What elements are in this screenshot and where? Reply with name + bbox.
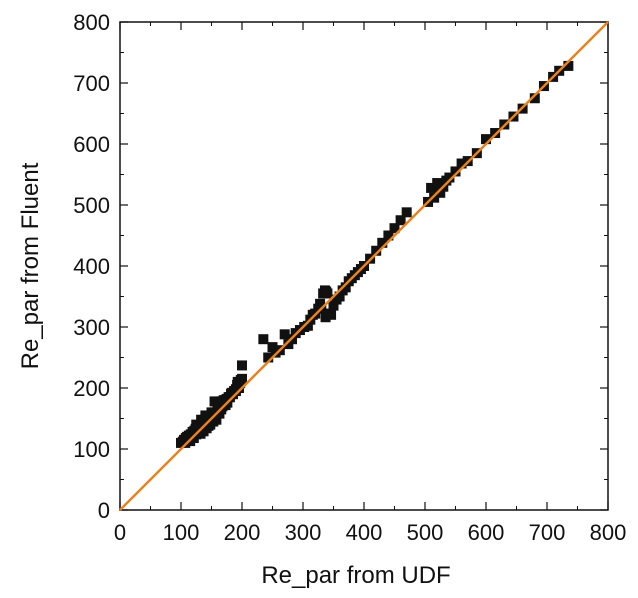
data-point bbox=[563, 60, 574, 71]
y-tick-label: 500 bbox=[73, 193, 110, 218]
y-tick-label: 0 bbox=[98, 498, 110, 523]
data-point bbox=[326, 309, 337, 320]
data-point bbox=[432, 178, 443, 189]
data-point bbox=[302, 320, 313, 331]
data-point bbox=[267, 342, 278, 353]
data-point bbox=[211, 414, 222, 425]
data-point bbox=[426, 182, 437, 193]
data-point bbox=[377, 237, 388, 248]
data-point bbox=[328, 300, 339, 311]
data-point bbox=[529, 93, 540, 104]
y-tick-label: 600 bbox=[73, 132, 110, 157]
x-tick-label: 800 bbox=[590, 520, 627, 545]
data-point bbox=[206, 407, 217, 418]
data-point bbox=[389, 223, 400, 234]
data-point bbox=[490, 128, 501, 139]
data-point bbox=[444, 172, 455, 183]
axis-ticks bbox=[119, 21, 609, 511]
data-point bbox=[401, 207, 412, 218]
data-point bbox=[258, 334, 269, 345]
data-point bbox=[371, 245, 382, 256]
data-point bbox=[334, 291, 345, 302]
data-point bbox=[429, 192, 440, 203]
x-tick-label: 300 bbox=[285, 520, 322, 545]
y-tick-label: 400 bbox=[73, 254, 110, 279]
data-point bbox=[456, 158, 467, 169]
y-axis-title: Re_par from Fluent bbox=[17, 162, 44, 369]
y-tick-label: 700 bbox=[73, 71, 110, 96]
reference-line bbox=[119, 21, 609, 511]
data-point bbox=[435, 187, 446, 198]
x-tick-label: 400 bbox=[346, 520, 383, 545]
x-tick-label: 500 bbox=[407, 520, 444, 545]
x-tick-label: 200 bbox=[224, 520, 261, 545]
data-point bbox=[237, 360, 247, 371]
y-tick-label: 200 bbox=[73, 376, 110, 401]
x-tick-labels: 0 100 200 300 400 500 600 700 800 bbox=[114, 520, 626, 545]
x-axis-title: Re_par from UDF bbox=[261, 562, 450, 589]
data-point bbox=[395, 215, 406, 226]
x-tick-label: 0 bbox=[114, 520, 126, 545]
y-tick-labels: 0 100 200 300 400 500 600 700 800 bbox=[73, 10, 110, 523]
data-point bbox=[200, 410, 211, 421]
y-tick-label: 800 bbox=[73, 10, 110, 35]
x-tick-label: 100 bbox=[163, 520, 200, 545]
data-point bbox=[237, 373, 247, 384]
data-point bbox=[481, 134, 491, 145]
data-point bbox=[340, 282, 351, 293]
data-point bbox=[383, 230, 394, 241]
data-point bbox=[279, 329, 290, 340]
x-tick-label: 600 bbox=[468, 520, 505, 545]
y-tick-label: 300 bbox=[73, 315, 110, 340]
data-point bbox=[233, 383, 244, 393]
data-point bbox=[450, 166, 461, 177]
data-point bbox=[322, 288, 333, 299]
y-tick-label: 100 bbox=[73, 437, 110, 462]
data-point bbox=[263, 352, 274, 363]
x-tick-label: 700 bbox=[529, 520, 566, 545]
reference-line-group bbox=[119, 21, 609, 511]
